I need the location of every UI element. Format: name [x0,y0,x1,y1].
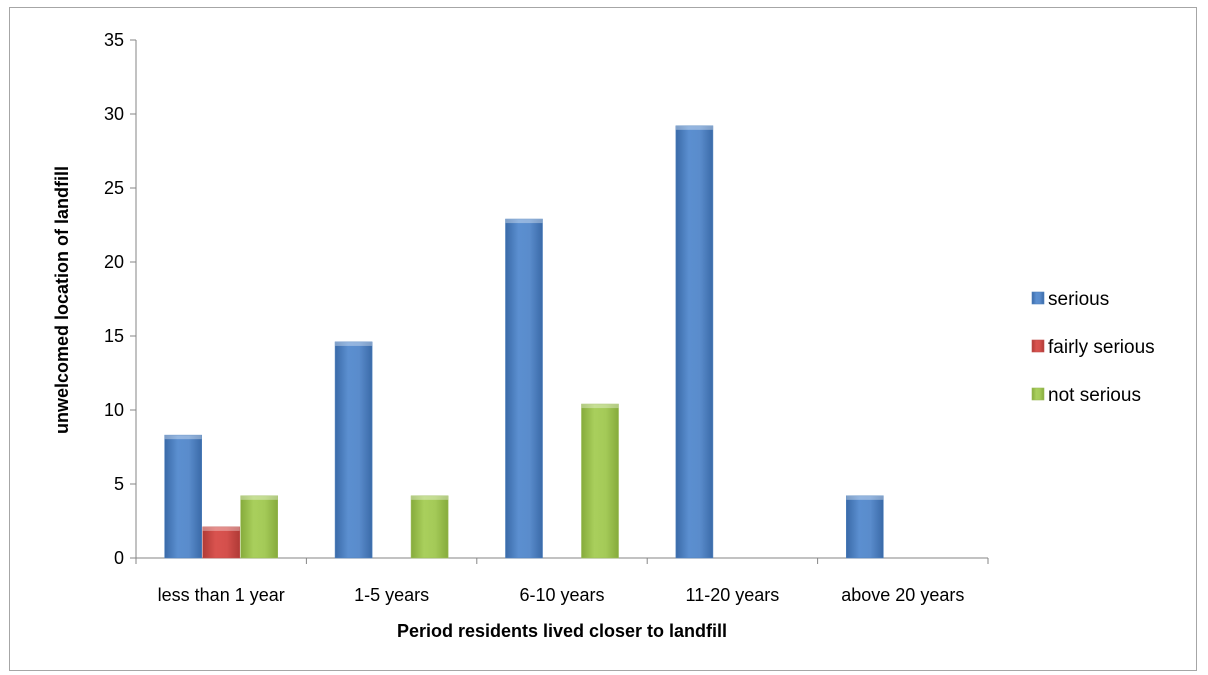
bar-body [202,526,240,559]
x-category-label: 11-20 years [686,585,780,605]
bar-bevel [675,125,713,130]
bar-body [845,495,884,559]
bar-bevel [164,435,202,440]
y-tick-label: 30 [104,104,124,124]
bar-not-serious [240,495,278,559]
axes [135,40,988,559]
x-axis-title: Period residents lived closer to landfil… [397,621,727,641]
bar-not-serious [410,495,449,559]
bar-not-serious [581,403,619,559]
bar-bevel [335,341,373,346]
x-category-label: 6-10 years [519,585,604,605]
bar-body [410,495,449,559]
legend-label: serious [1048,289,1109,310]
bar-bevel [846,495,884,500]
legend-swatch [1031,291,1045,305]
legend: serious fairly serious not serious [1031,289,1155,406]
chart-frame [9,7,1197,671]
x-category-label: above 20 years [841,585,964,605]
x-category-label: less than 1 year [158,585,285,605]
y-tick-label: 10 [104,400,124,420]
y-tick-label: 5 [114,474,124,494]
legend-label: fairly serious [1048,337,1155,358]
y-ticks: 0 5 10 15 20 25 30 35 [104,30,136,568]
y-axis-title: unwelcomed location of landfill [52,166,72,434]
bar-bevel [240,495,278,500]
bar-body [505,218,543,559]
bar-body [164,434,202,559]
bar-serious [845,495,884,559]
bar-bevel [411,495,449,500]
y-tick-label: 35 [104,30,124,50]
bar-body [581,403,619,559]
bar-bevel [505,219,543,224]
bar-body [675,125,714,559]
bar-serious [505,218,543,559]
bar-serious [334,341,373,559]
x-category-label: 1-5 years [354,585,429,605]
bar-bevel [581,404,619,409]
bar-bevel [202,526,240,531]
bar-fairly-serious [202,526,240,559]
y-tick-label: 20 [104,252,124,272]
y-tick-label: 15 [104,326,124,346]
bar-body [240,495,278,559]
bar-serious [164,434,202,559]
x-ticks: less than 1 year 1-5 years 6-10 years 11-20… [135,558,989,605]
legend-label: not serious [1048,385,1141,406]
y-tick-label: 25 [104,178,124,198]
bar-body [334,341,373,559]
legend-swatch [1031,387,1045,401]
legend-swatch [1031,339,1045,353]
y-tick-label: 0 [114,548,124,568]
bar-serious [675,125,714,559]
bars [164,125,884,559]
